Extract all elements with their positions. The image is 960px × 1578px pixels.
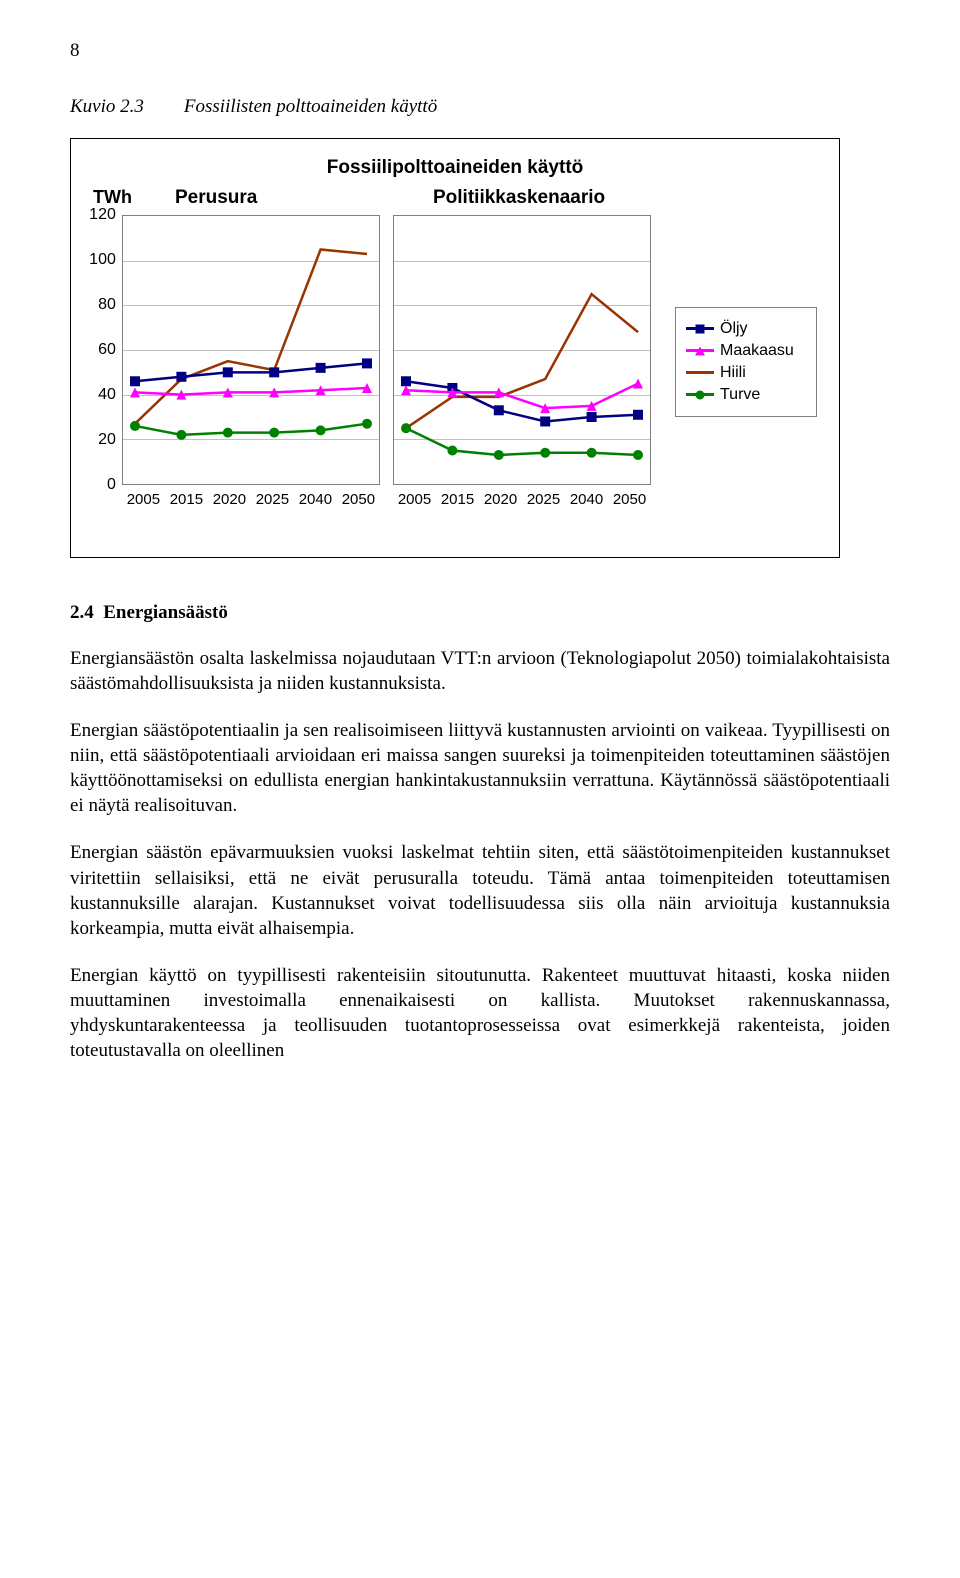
chart-svg: [394, 216, 650, 484]
series-marker: [401, 376, 411, 386]
series-marker: [130, 421, 140, 431]
figure-heading: Kuvio 2.3 Fossiilisten polttoaineiden kä…: [70, 96, 890, 118]
series-marker: [362, 419, 372, 429]
series-line: [135, 424, 367, 435]
series-marker: [447, 446, 457, 456]
body-paragraph: Energian säästöpotentiaalin ja sen reali…: [70, 718, 890, 818]
legend-label: Maakaasu: [720, 342, 794, 360]
panel-gap: [380, 215, 393, 508]
y-tick-label: 20: [98, 431, 116, 449]
y-tick-label: 100: [89, 251, 116, 269]
chart-legend: Öljy Maakaasu Hiili Turve: [675, 307, 817, 417]
x-tick-label: 2005: [122, 491, 165, 508]
body-paragraph: Energian käyttö on tyypillisesti rakente…: [70, 963, 890, 1063]
chart-container: Fossiilipolttoaineiden käyttö TWh Perusu…: [70, 138, 840, 558]
x-axis-right: 200520152020202520402050: [393, 485, 651, 508]
series-marker: [315, 363, 325, 373]
body-paragraph: Energian säästön epävarmuuksien vuoksi l…: [70, 840, 890, 940]
x-tick-label: 2040: [565, 491, 608, 508]
x-tick-label: 2050: [337, 491, 380, 508]
x-tick-label: 2040: [294, 491, 337, 508]
series-marker: [633, 379, 643, 389]
legend-marker-icon: [696, 324, 705, 333]
legend-label: Turve: [720, 386, 760, 404]
section-number: 2.4: [70, 602, 94, 623]
legend-label: Öljy: [720, 320, 748, 338]
body-paragraph: Energiansäästön osalta laskelmissa nojau…: [70, 646, 890, 696]
legend-label: Hiili: [720, 364, 746, 382]
legend-swatch: [686, 322, 714, 336]
series-marker: [587, 448, 597, 458]
x-tick-label: 2025: [522, 491, 565, 508]
x-tick-label: 2050: [608, 491, 651, 508]
figure-label: Kuvio 2.3: [70, 96, 144, 118]
series-marker: [269, 367, 279, 377]
x-tick-label: 2020: [208, 491, 251, 508]
series-marker: [540, 448, 550, 458]
series-marker: [494, 405, 504, 415]
x-tick-label: 2005: [393, 491, 436, 508]
x-tick-label: 2015: [165, 491, 208, 508]
series-marker: [362, 358, 372, 368]
panel-label-right: Politiikkaskenaario: [433, 187, 605, 209]
chart-stage: 020406080100120 200520152020202520402050…: [93, 215, 817, 508]
y-tick-label: 80: [98, 296, 116, 314]
x-axis-left: 200520152020202520402050: [122, 485, 380, 508]
plot-panel-right: 200520152020202520402050: [393, 215, 651, 508]
x-tick-label: 2015: [436, 491, 479, 508]
series-marker: [269, 428, 279, 438]
y-tick-label: 120: [89, 206, 116, 224]
series-marker: [494, 450, 504, 460]
legend-item: Maakaasu: [686, 342, 806, 360]
legend-item: Turve: [686, 386, 806, 404]
series-marker: [315, 425, 325, 435]
y-tick-label: 60: [98, 341, 116, 359]
section-title: Energiansäästö: [103, 602, 228, 623]
series-marker: [587, 412, 597, 422]
legend-marker-icon: [696, 390, 705, 399]
figure-caption: Fossiilisten polttoaineiden käyttö: [184, 96, 437, 118]
x-tick-label: 2020: [479, 491, 522, 508]
series-marker: [176, 372, 186, 382]
y-tick-label: 40: [98, 386, 116, 404]
y-axis: 020406080100120: [93, 215, 122, 485]
series-marker: [176, 430, 186, 440]
series-line: [406, 428, 638, 455]
chart-top-labels: TWh Perusura Politiikkaskenaario: [93, 187, 817, 209]
chart-svg: [123, 216, 379, 484]
page-number: 8: [70, 40, 890, 62]
series-line: [135, 250, 367, 424]
series-line: [406, 294, 638, 428]
series-marker: [223, 367, 233, 377]
series-marker: [633, 410, 643, 420]
chart-title: Fossiilipolttoaineiden käyttö: [93, 157, 817, 179]
legend-marker-icon: [695, 346, 705, 355]
series-marker: [540, 416, 550, 426]
series-marker: [633, 450, 643, 460]
section-heading: 2.4 Energiansäästö: [70, 602, 890, 624]
series-marker: [223, 428, 233, 438]
legend-item: Öljy: [686, 320, 806, 338]
panel-label-left: Perusura: [165, 187, 433, 209]
legend-swatch: [686, 366, 714, 380]
series-marker: [401, 423, 411, 433]
legend-item: Hiili: [686, 364, 806, 382]
y-tick-label: 0: [107, 476, 116, 494]
legend-swatch: [686, 388, 714, 402]
plot-panel-left: 200520152020202520402050: [122, 215, 380, 508]
legend-swatch: [686, 344, 714, 358]
x-tick-label: 2025: [251, 491, 294, 508]
document-page: 8 Kuvio 2.3 Fossiilisten polttoaineiden …: [0, 0, 960, 1103]
series-marker: [130, 376, 140, 386]
